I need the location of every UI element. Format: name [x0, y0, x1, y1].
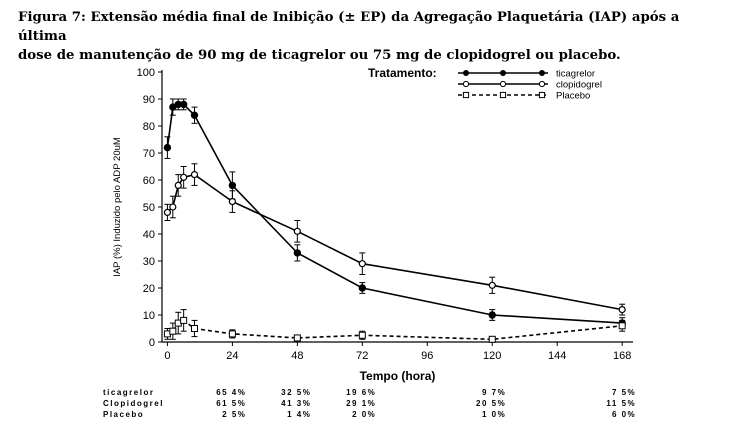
y-tick-label: 30	[143, 256, 155, 268]
y-tick-label: 90	[143, 94, 155, 106]
x-tick-label: 96	[421, 350, 433, 362]
legend-marker	[499, 80, 507, 88]
n-table-cell: 2 5%	[222, 410, 246, 419]
data-point	[169, 327, 177, 335]
figure-caption: Figura 7: Extensão média final de Inibiç…	[18, 8, 730, 65]
data-point	[228, 181, 237, 190]
chart-frame: 0 10 20 30 40 50 60 70 80 90 100 0 24 48 72 96 120 144 168…	[112, 67, 633, 383]
y-tick-label: 60	[143, 175, 155, 187]
y-tick-label: 20	[143, 283, 155, 295]
n-table-cell: 29 1%	[346, 399, 376, 408]
n-table-cell: 65 4%	[216, 388, 246, 397]
n-table-cell: 9 7%	[482, 388, 506, 397]
data-point	[293, 334, 301, 342]
n-table-cell: 6 0%	[612, 410, 636, 419]
legend-marker	[538, 91, 546, 99]
y-axis-title: IAP (%) Induzido pelo ADP 20uM	[112, 137, 123, 277]
series-ticagrelor	[163, 98, 626, 329]
legend-label-placebo: Placebo	[556, 91, 590, 102]
n-table-cell: 41 3%	[281, 399, 311, 408]
series-line	[166, 103, 623, 324]
data-point	[488, 335, 496, 343]
data-point	[190, 171, 199, 179]
n-table-cell: 1 4%	[287, 410, 311, 419]
data-point	[169, 203, 177, 211]
data-point	[358, 260, 366, 268]
data-point	[180, 173, 188, 181]
x-axis-title: Tempo (hora)	[360, 369, 436, 383]
legend-marker	[462, 91, 470, 99]
caption-line-1: Figura 7: Extensão média final de Inibiç…	[18, 10, 680, 44]
data-point	[190, 111, 199, 119]
series-line	[166, 173, 623, 311]
n-table-row-label: Clopidogrel	[103, 399, 164, 408]
n-table-cell: 11 5%	[606, 399, 636, 408]
x-tick-label: 168	[613, 350, 631, 362]
x-tick-label: 0	[164, 350, 170, 362]
data-point	[228, 330, 236, 338]
data-point	[293, 227, 301, 235]
data-point	[358, 284, 367, 292]
n-table-cell: 20 5%	[476, 399, 506, 408]
chart-series-layer	[163, 98, 626, 343]
n-table-cell: 32 5%	[281, 388, 311, 397]
y-tick-label: 100	[137, 67, 155, 79]
data-point	[163, 143, 172, 152]
series-line	[167, 319, 623, 341]
y-tick-label: 80	[143, 121, 155, 133]
data-point	[179, 100, 188, 109]
x-tick-label: 72	[356, 350, 368, 362]
data-point	[488, 281, 496, 289]
legend-marker	[499, 91, 507, 99]
legend-marker	[500, 70, 506, 76]
n-table-cell: 2 0%	[352, 410, 376, 419]
data-point	[618, 306, 626, 314]
data-point	[358, 331, 366, 339]
legend-marker	[462, 80, 470, 88]
n-table: ticagrelor 65 4% 32 5% 19 6% 9 7% 7 5% Clopido…	[103, 388, 636, 419]
legend-marker	[539, 70, 545, 76]
y-tick-label: 40	[143, 229, 155, 241]
data-point	[180, 316, 188, 324]
x-tick-label: 144	[548, 350, 566, 362]
series-placebo	[163, 309, 626, 343]
data-point	[293, 249, 302, 257]
n-table-cell: 61 5%	[216, 399, 246, 408]
data-point	[163, 208, 172, 216]
y-tick-label: 0	[149, 337, 155, 349]
legend-marker	[538, 80, 546, 88]
data-point	[618, 322, 626, 330]
legend-title: Tratamento:	[368, 66, 437, 80]
n-table-cell: 1 0%	[482, 410, 506, 419]
n-table-row-label: Placebo	[103, 410, 144, 419]
n-table-cell: 7 5%	[612, 388, 636, 397]
y-tick-label: 10	[143, 310, 155, 322]
legend-label-ticagrelor: ticagrelor	[556, 69, 595, 80]
legend-label-clopidogrel: clopidogrel	[556, 80, 602, 91]
legend-marker	[463, 70, 469, 76]
caption-line-2: dose de manutenção de 90 mg de ticagrelo…	[18, 48, 621, 63]
y-tick-label: 70	[143, 148, 155, 160]
x-tick-label: 120	[483, 350, 501, 362]
data-point	[228, 198, 236, 206]
x-tick-label: 48	[291, 350, 303, 362]
data-point	[488, 311, 496, 319]
data-point	[174, 181, 182, 189]
x-tick-label: 24	[226, 350, 238, 362]
y-tick-label: 50	[143, 202, 155, 214]
n-table-row-label: ticagrelor	[103, 388, 154, 397]
series-clopidogrel	[163, 163, 626, 316]
n-table-cell: 19 6%	[346, 388, 376, 397]
data-point	[190, 325, 198, 332]
